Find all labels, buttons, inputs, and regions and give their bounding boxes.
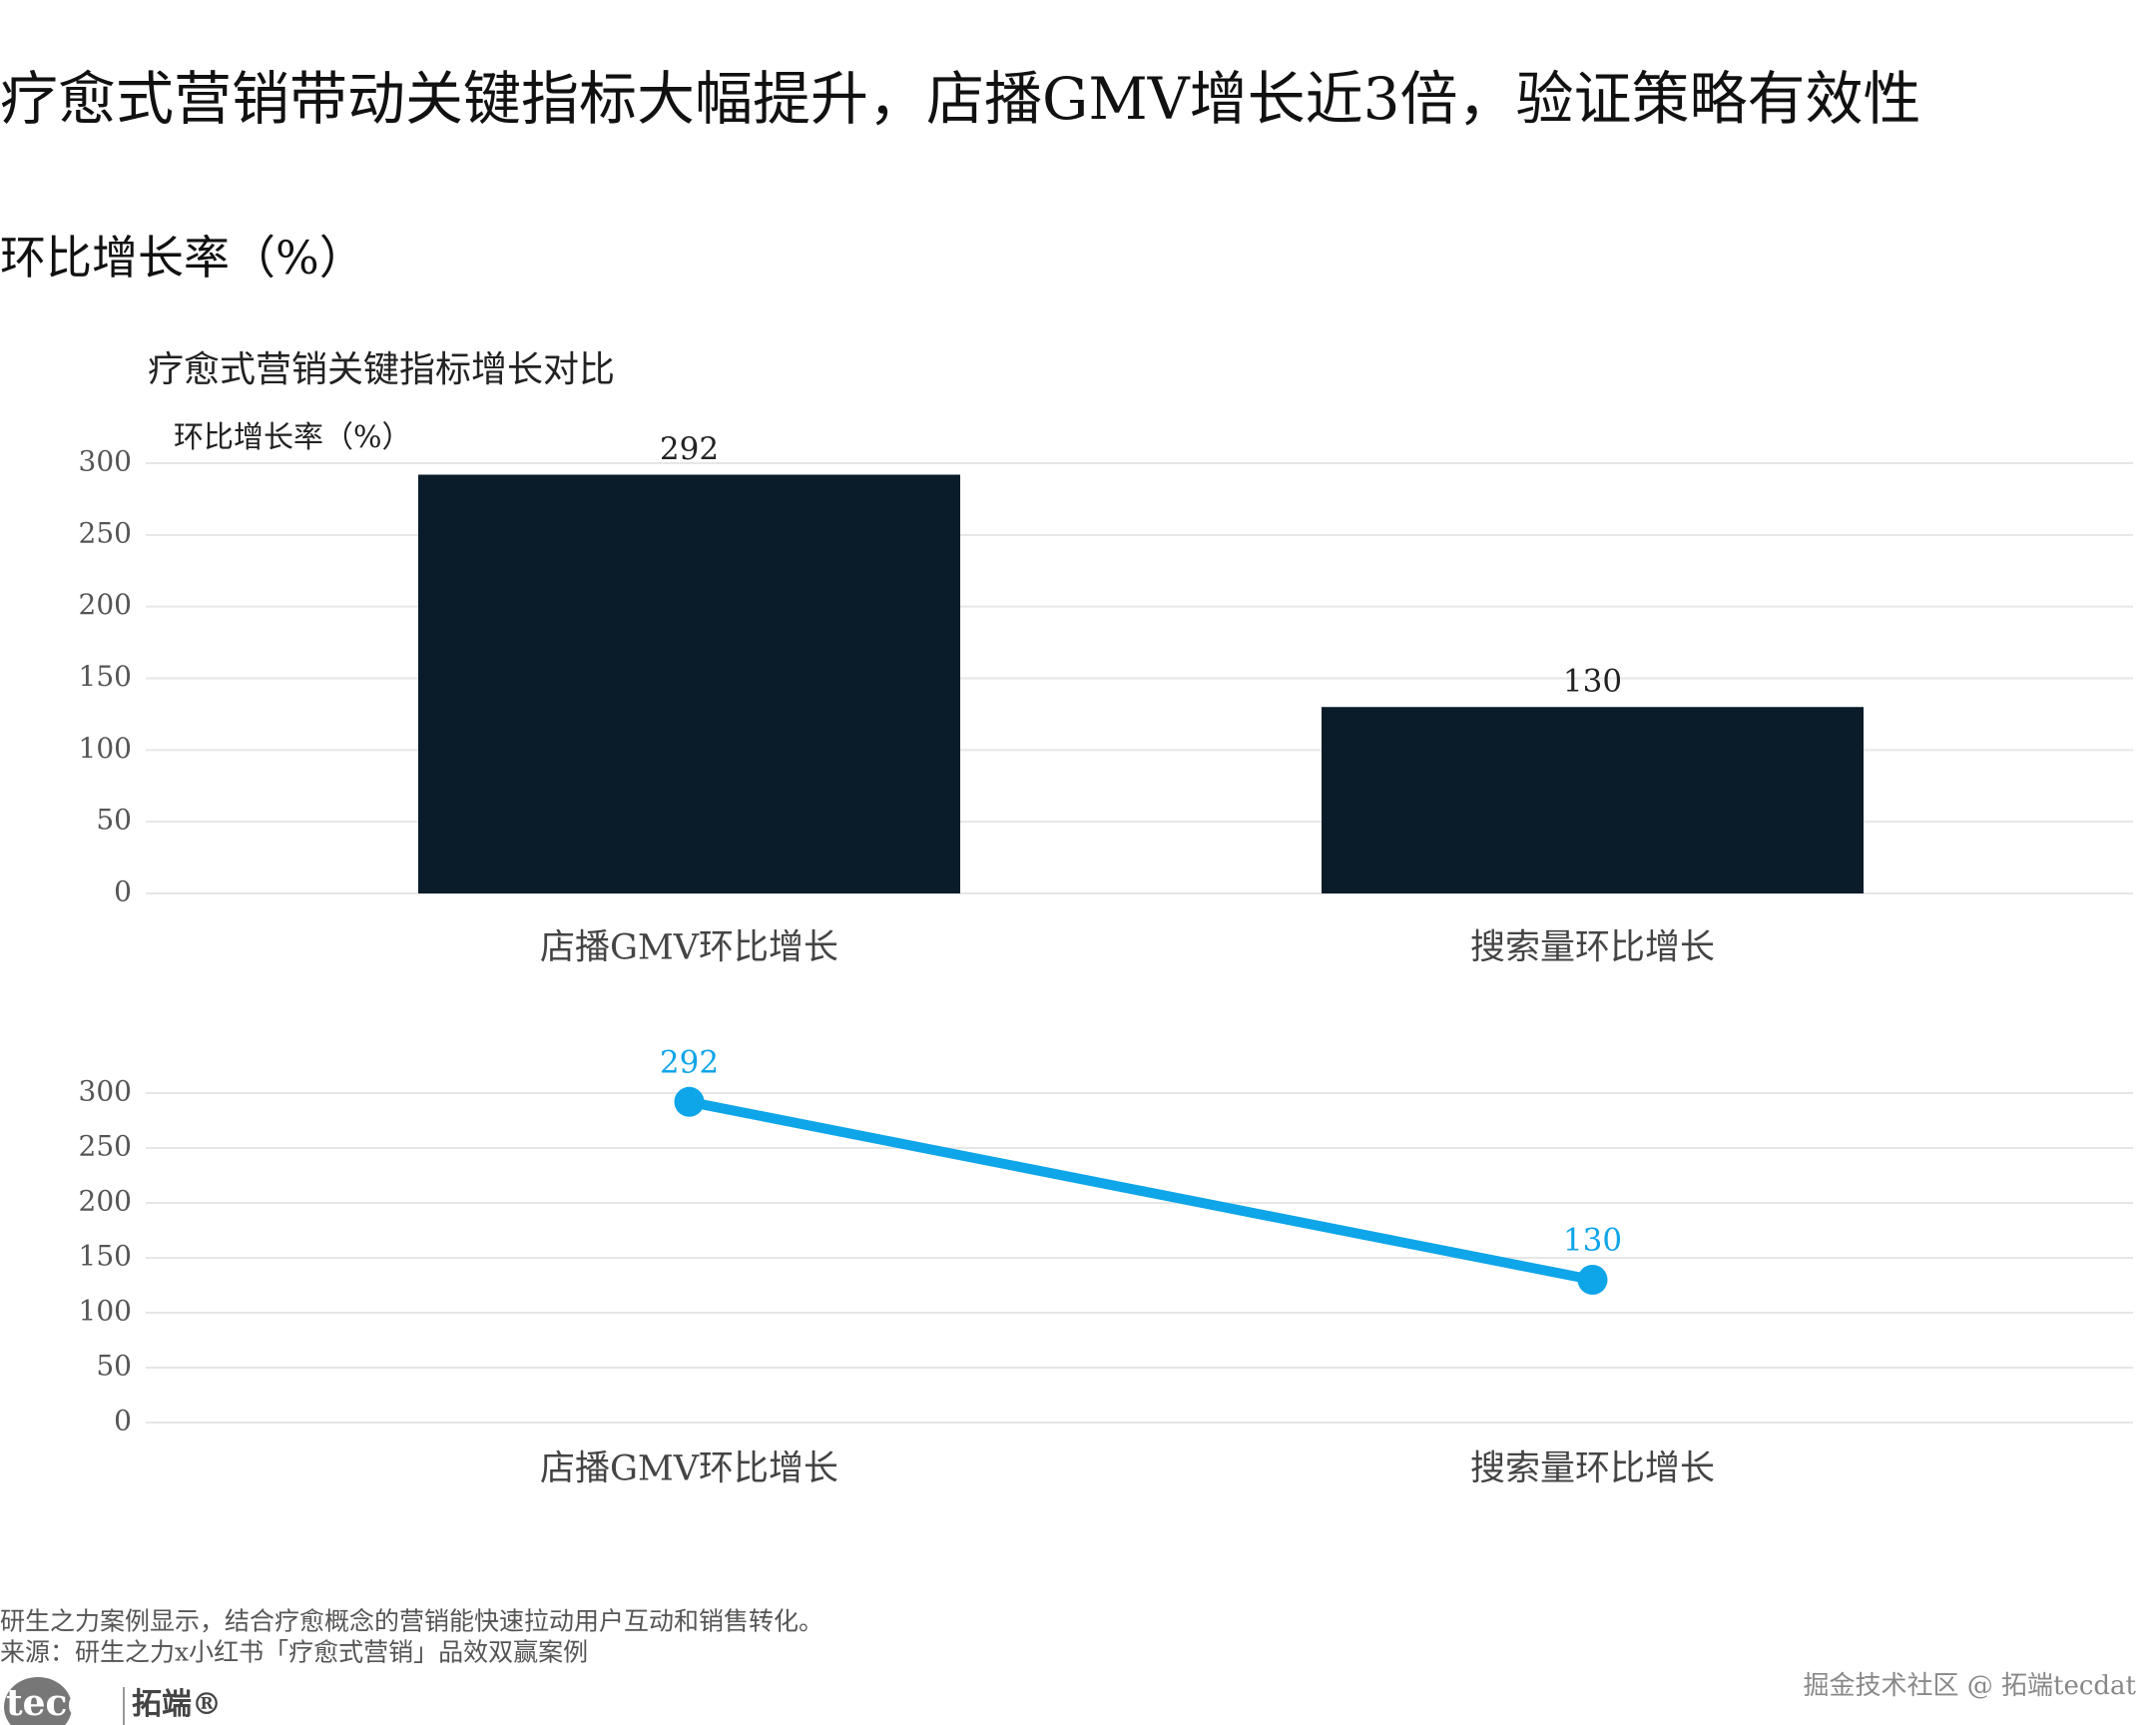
- watermark: 掘金技术社区 @ 拓端tecdat: [1803, 1671, 2136, 1701]
- x-tick-label: 店播GMV环比增长: [540, 928, 838, 968]
- y-tick-label: 150: [79, 660, 132, 693]
- y-tick-label: 50: [96, 804, 132, 837]
- bar: [1322, 707, 1864, 893]
- logo-badge: [4, 1677, 72, 1725]
- y-tick-label: 300: [79, 1075, 132, 1108]
- line: [688, 1096, 1594, 1285]
- chart-title: 疗愈式营销关键指标增长对比: [148, 349, 615, 390]
- value-label: 130: [1563, 664, 1622, 700]
- x-tick-label: 搜索量环比增长: [1470, 928, 1715, 968]
- note: 研生之力案例显示，结合疗愈概念的营销能快速拉动用户互动和销售转化。: [0, 1607, 823, 1636]
- y-tick-label: 150: [79, 1240, 132, 1273]
- logo-cn: 拓端®: [132, 1687, 222, 1722]
- x-tick-label: 店播GMV环比增长: [540, 1449, 838, 1489]
- point: [1577, 1265, 1608, 1295]
- y-tick-label: 300: [79, 445, 132, 478]
- y-tick-label: 0: [114, 1405, 132, 1438]
- y-tick-label: 0: [114, 875, 132, 908]
- y-tick-label: 250: [79, 1130, 132, 1163]
- y-tick-label: 50: [96, 1350, 132, 1383]
- point: [674, 1086, 705, 1117]
- page-subtitle: 环比增长率（%）: [0, 231, 365, 285]
- logo: tecdat: [6, 1682, 133, 1724]
- value-label: 130: [1563, 1223, 1622, 1259]
- y-tick-label: 200: [79, 1185, 132, 1218]
- y-tick-label: 100: [79, 1295, 132, 1328]
- y-axis-title: 环比增长率（%）: [174, 420, 412, 455]
- x-tick-label: 搜索量环比增长: [1470, 1449, 1715, 1489]
- value-label: 292: [660, 1044, 719, 1080]
- bar: [418, 474, 960, 893]
- y-tick-label: 250: [79, 516, 132, 549]
- page-title: 疗愈式营销带动关键指标大幅提升，店播GMV增长近3倍，验证策略有效性: [0, 65, 1921, 133]
- value-label: 292: [660, 431, 719, 467]
- y-tick-label: 100: [79, 732, 132, 765]
- y-tick-label: 200: [79, 588, 132, 621]
- source: 来源：研生之力x小红书「疗愈式营销」品效双赢案例: [0, 1638, 588, 1667]
